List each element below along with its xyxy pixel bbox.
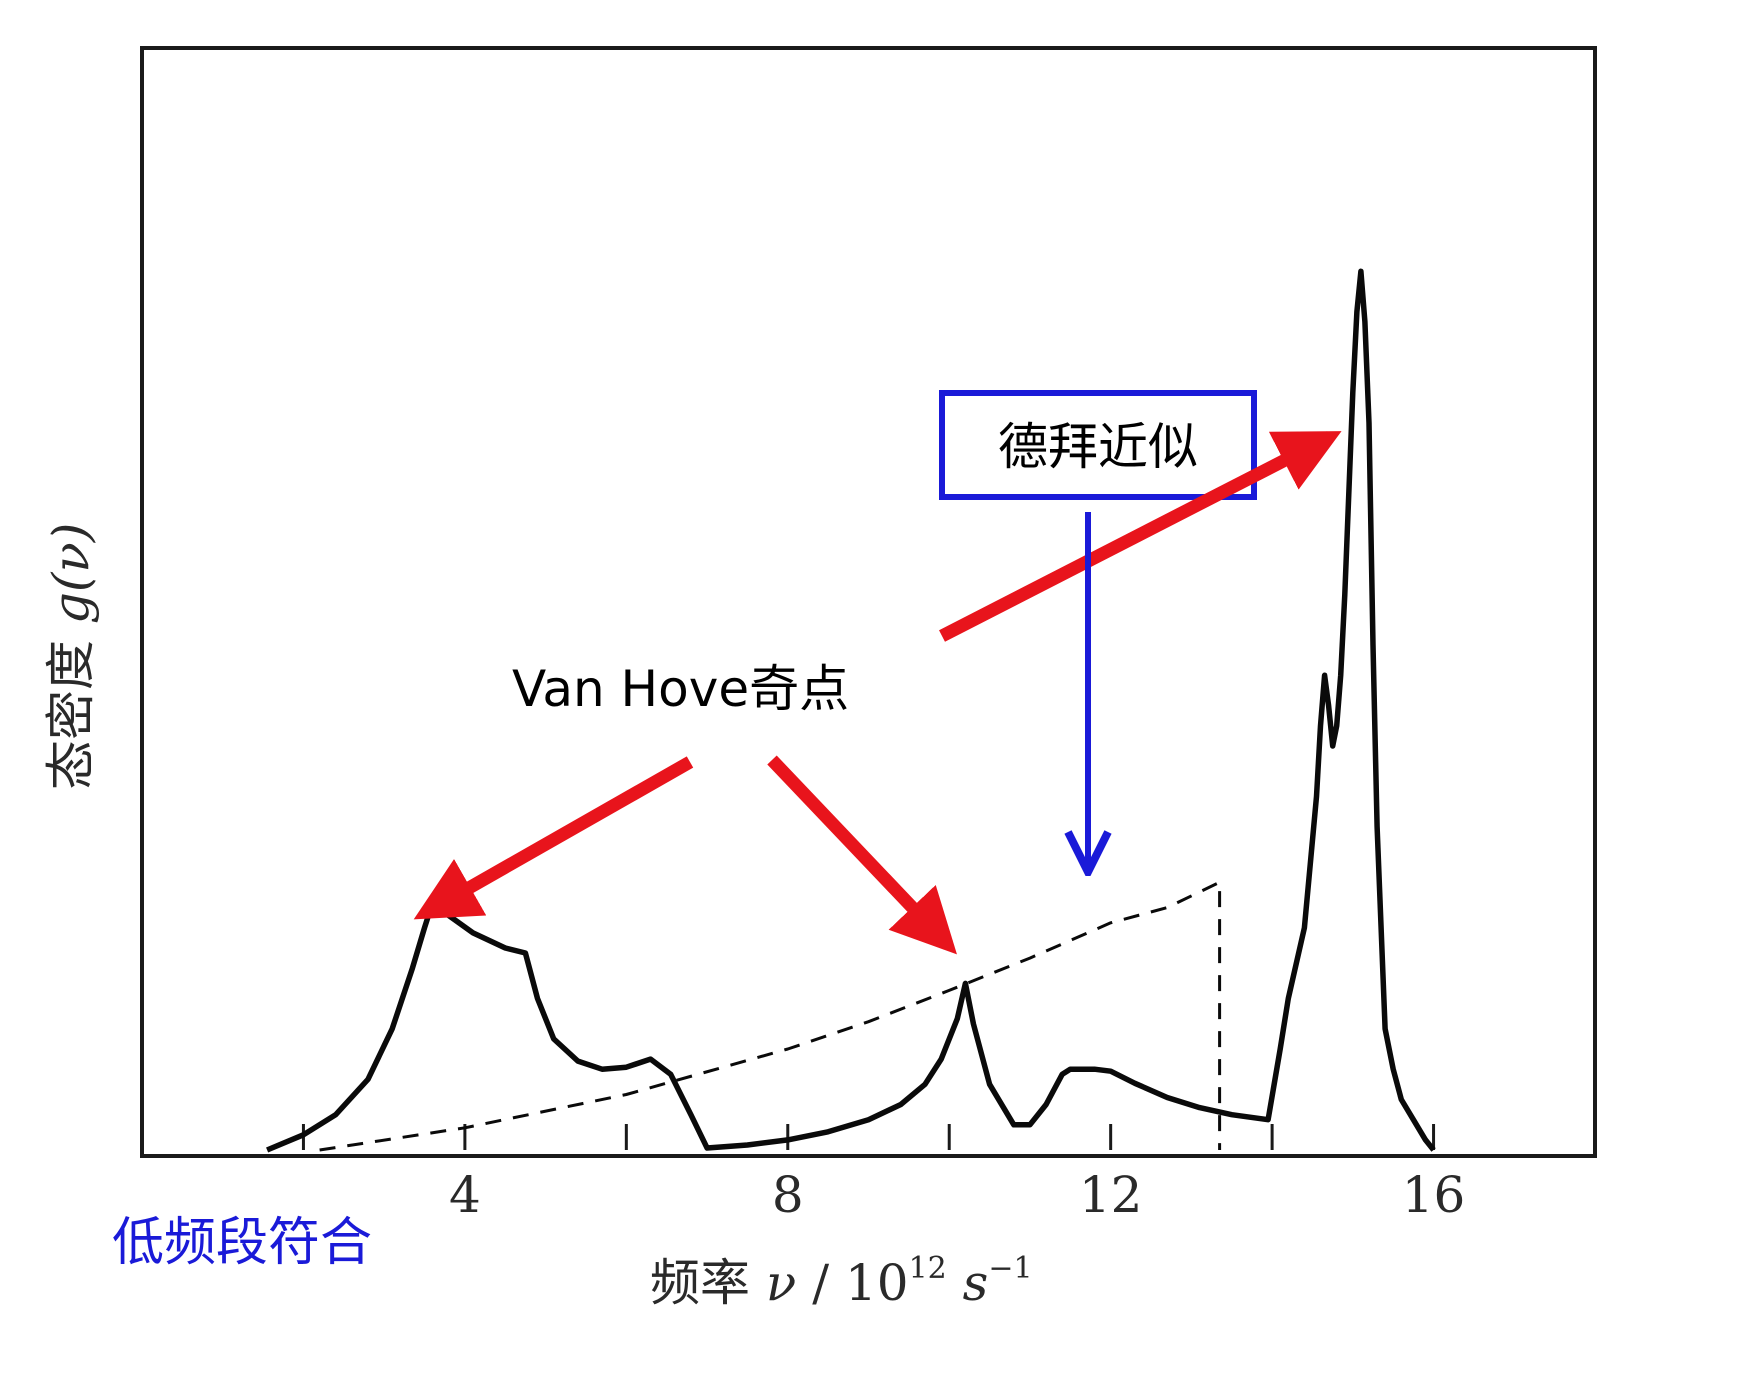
x-axis-title-exponent: 12 bbox=[909, 1251, 947, 1286]
y-axis-title: 态密度 g(ν) bbox=[42, 523, 100, 790]
y-axis-title-text: 态密度 bbox=[42, 624, 100, 790]
x-axis-title-text: 频率 bbox=[650, 1254, 766, 1312]
arrow-to-peak-15 bbox=[939, 431, 1342, 642]
x-axis-title-symbol: ν bbox=[766, 1254, 796, 1312]
debye-label-box bbox=[939, 390, 1257, 500]
x-axis-title-unit-tail: s bbox=[947, 1254, 989, 1312]
y-axis-title-symbol: g(ν) bbox=[42, 523, 100, 624]
x-axis-title-unit: / 10 bbox=[796, 1254, 908, 1312]
x-tick-label-12: 12 bbox=[1079, 1166, 1143, 1224]
low-frequency-label: 低频段符合 bbox=[112, 1213, 372, 1273]
debye-label: 德拜近似 bbox=[998, 418, 1198, 476]
x-tick-label-8: 8 bbox=[772, 1166, 804, 1224]
van-hove-label: Van Hove奇点 bbox=[512, 660, 849, 718]
plot-frame bbox=[140, 46, 1597, 1158]
data-series bbox=[266, 268, 1436, 1153]
arrow-to-peak-4 bbox=[413, 756, 694, 920]
x-tick-label-16: 16 bbox=[1402, 1166, 1466, 1224]
x-axis-title-unit-exp: −1 bbox=[988, 1251, 1032, 1286]
x-axis-title: 频率 ν / 1012 s−1 bbox=[650, 1251, 1033, 1312]
debye-dashed-curve bbox=[319, 880, 1222, 1152]
arrow-to-peak-10 bbox=[767, 755, 957, 955]
x-ticks bbox=[301, 1124, 1436, 1150]
density-of-states-curve bbox=[266, 268, 1436, 1153]
x-tick-label-4: 4 bbox=[449, 1166, 481, 1224]
